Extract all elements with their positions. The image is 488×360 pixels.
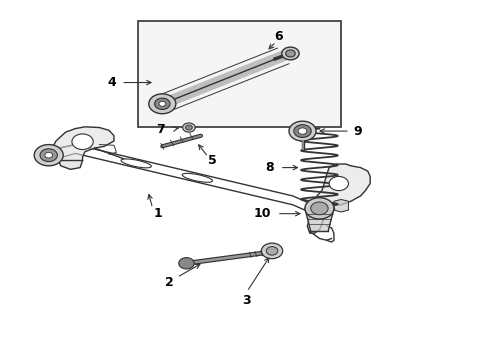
Bar [138, 21, 341, 127]
Circle shape [159, 101, 165, 106]
Circle shape [261, 243, 282, 259]
Circle shape [305, 198, 333, 219]
Text: 6: 6 [273, 30, 282, 43]
Text: 9: 9 [352, 125, 361, 138]
Circle shape [281, 47, 299, 60]
Text: 2: 2 [165, 276, 174, 289]
Text: 4: 4 [107, 76, 116, 89]
Polygon shape [307, 164, 369, 233]
Circle shape [185, 125, 192, 130]
Circle shape [40, 149, 57, 162]
Polygon shape [305, 208, 333, 231]
Circle shape [293, 125, 310, 138]
Text: 1: 1 [153, 207, 162, 220]
Text: 7: 7 [156, 123, 164, 136]
Circle shape [328, 176, 348, 191]
Text: 8: 8 [264, 161, 273, 174]
Ellipse shape [121, 159, 151, 168]
Polygon shape [51, 127, 114, 161]
Text: 5: 5 [208, 154, 217, 167]
Circle shape [45, 152, 53, 158]
Circle shape [265, 247, 277, 255]
Circle shape [72, 134, 93, 149]
Circle shape [34, 145, 63, 166]
Circle shape [298, 128, 306, 134]
Circle shape [310, 202, 327, 215]
Polygon shape [333, 199, 348, 212]
Circle shape [288, 121, 315, 141]
Polygon shape [58, 161, 82, 169]
Circle shape [182, 123, 195, 132]
Text: 3: 3 [242, 294, 251, 307]
Circle shape [154, 98, 170, 109]
Circle shape [285, 50, 295, 57]
Circle shape [179, 258, 194, 269]
Text: 10: 10 [253, 207, 270, 220]
Circle shape [148, 94, 176, 114]
Ellipse shape [182, 174, 212, 182]
